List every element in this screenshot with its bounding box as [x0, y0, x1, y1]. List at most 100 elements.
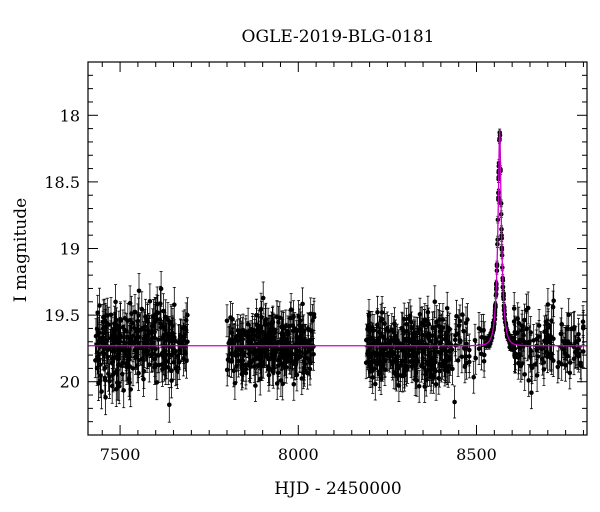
data-point — [399, 347, 405, 353]
data-point — [290, 328, 296, 334]
data-point — [153, 346, 158, 352]
data-point — [287, 350, 293, 355]
data-point — [125, 318, 131, 323]
data-point — [235, 328, 241, 333]
data-point — [377, 369, 382, 375]
data-point — [95, 310, 100, 316]
data-point — [425, 309, 431, 315]
data-point — [288, 307, 294, 312]
data-point — [422, 384, 428, 389]
data-point — [250, 349, 255, 355]
data-point — [460, 312, 465, 317]
data-point — [567, 360, 573, 365]
data-point — [406, 352, 412, 358]
data-point — [224, 318, 230, 324]
data-point — [437, 317, 442, 322]
data-point — [453, 333, 458, 338]
data-point — [464, 341, 469, 347]
data-point — [439, 363, 444, 369]
data-point — [147, 299, 153, 304]
data-point — [409, 325, 414, 331]
data-point — [452, 399, 457, 405]
data-point — [136, 288, 142, 294]
data-point — [112, 321, 117, 326]
data-point — [542, 329, 547, 335]
data-point — [291, 382, 297, 387]
data-point — [464, 361, 469, 366]
data-point — [522, 372, 527, 377]
data-point — [95, 332, 101, 338]
data-point — [374, 362, 380, 367]
data-point — [525, 342, 530, 348]
data-point — [430, 325, 435, 331]
data-point — [408, 319, 414, 325]
data-point — [145, 319, 150, 325]
data-point — [400, 373, 406, 379]
data-point — [123, 361, 129, 367]
data-point — [294, 334, 299, 340]
data-point — [524, 307, 529, 313]
data-point — [465, 317, 470, 322]
data-point — [388, 349, 394, 355]
data-point — [167, 339, 173, 344]
data-point — [103, 395, 108, 400]
data-point — [423, 342, 429, 348]
data-point — [240, 336, 246, 342]
data-point — [379, 316, 385, 322]
data-point — [422, 317, 428, 322]
data-point — [529, 390, 534, 396]
data-point — [158, 286, 164, 292]
data-point — [511, 319, 517, 324]
data-point — [549, 318, 554, 324]
data-point — [411, 330, 417, 336]
data-point — [420, 361, 425, 366]
data-point — [102, 365, 108, 371]
data-point — [172, 302, 177, 308]
data-point — [435, 349, 441, 355]
data-point — [224, 367, 230, 373]
data-point — [472, 338, 478, 343]
data-point — [238, 347, 243, 353]
data-point — [115, 380, 120, 385]
data-point — [286, 323, 292, 329]
data-point — [147, 362, 152, 368]
data-point — [278, 378, 284, 383]
data-point — [428, 374, 434, 380]
data-point — [416, 384, 422, 389]
data-point — [184, 358, 189, 364]
data-point — [284, 359, 290, 365]
data-point — [141, 376, 146, 382]
data-point — [555, 364, 561, 370]
data-point — [139, 345, 144, 350]
data-point — [386, 329, 391, 334]
data-point — [279, 330, 285, 336]
data-point — [185, 339, 190, 345]
data-point — [459, 354, 465, 360]
data-point — [270, 329, 275, 335]
data-point — [254, 312, 259, 318]
data-point — [375, 310, 380, 315]
data-point — [377, 330, 383, 336]
data-point — [270, 352, 275, 358]
data-point — [482, 335, 488, 341]
data-point — [373, 381, 378, 387]
data-point — [233, 349, 238, 355]
data-point — [471, 374, 477, 380]
data-point — [96, 357, 101, 363]
data-point — [476, 346, 482, 352]
data-point — [163, 314, 168, 320]
data-point — [559, 321, 564, 327]
data-point — [433, 382, 439, 387]
data-point — [558, 331, 564, 337]
data-point — [300, 301, 305, 307]
data-point — [532, 362, 538, 367]
data-point — [528, 330, 533, 335]
data-point — [252, 364, 257, 369]
data-point — [109, 383, 115, 389]
data-point — [301, 370, 306, 376]
data-point — [230, 317, 235, 322]
data-point — [565, 353, 570, 359]
data-point — [402, 363, 408, 369]
data-point — [108, 312, 114, 318]
data-point — [417, 345, 422, 351]
